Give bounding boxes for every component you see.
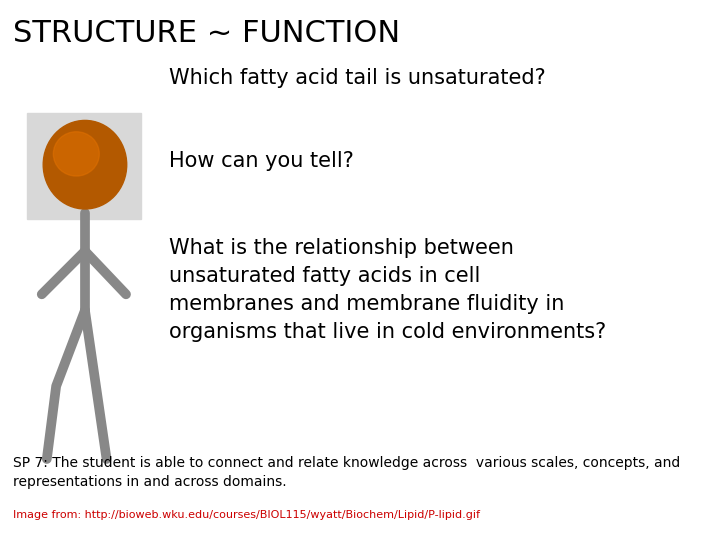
Text: Image from: http://bioweb.wku.edu/courses/BIOL115/wyatt/Biochem/Lipid/P-lipid.gi: Image from: http://bioweb.wku.edu/course…: [13, 510, 480, 521]
Text: What is the relationship between
unsaturated fatty acids in cell
membranes and m: What is the relationship between unsatur…: [169, 238, 606, 342]
FancyBboxPatch shape: [27, 113, 141, 219]
Text: SP 7: The student is able to connect and relate knowledge across  various scales: SP 7: The student is able to connect and…: [13, 456, 680, 489]
Text: STRUCTURE ~ FUNCTION: STRUCTURE ~ FUNCTION: [13, 19, 400, 48]
Text: Which fatty acid tail is unsaturated?: Which fatty acid tail is unsaturated?: [169, 68, 546, 87]
Text: How can you tell?: How can you tell?: [169, 151, 354, 171]
Ellipse shape: [53, 132, 99, 176]
Ellipse shape: [43, 120, 127, 209]
